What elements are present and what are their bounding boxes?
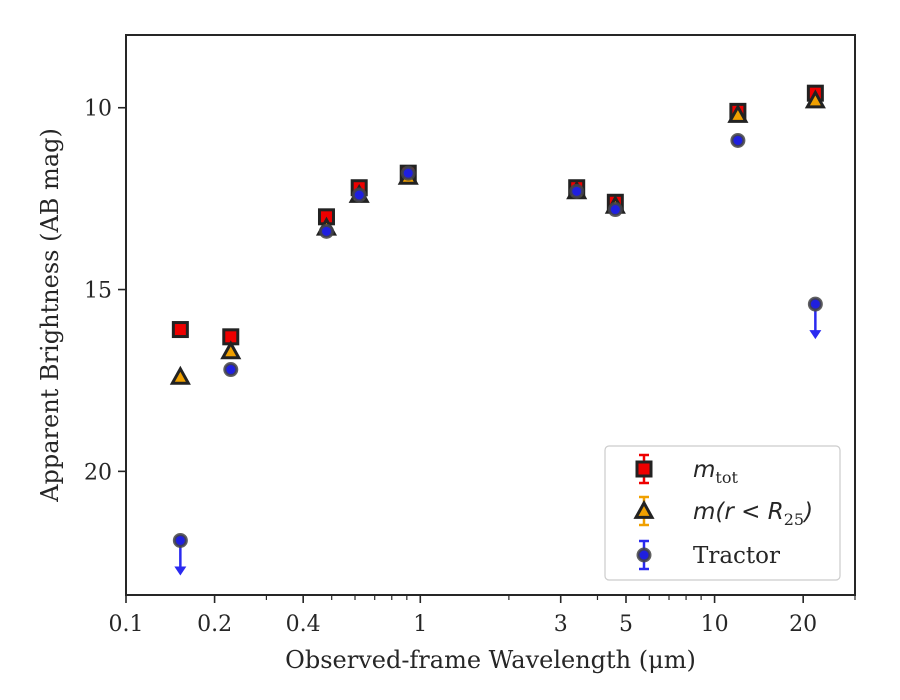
x-tick-label: 1	[413, 612, 427, 637]
x-axis-title: Observed-frame Wavelength (μm)	[285, 646, 696, 674]
data-point	[569, 183, 585, 199]
data-point	[400, 165, 416, 181]
legend: mtot m(r < R25) Tractor	[604, 445, 841, 581]
y-tick-label: 20	[84, 460, 112, 485]
x-tick-label: 0.1	[109, 612, 144, 637]
series-triangle	[169, 89, 826, 385]
legend-entry: mtot	[635, 453, 738, 487]
plot-frame	[125, 34, 856, 596]
y-tick-label: 15	[84, 279, 112, 304]
x-tick-label: 5	[619, 612, 633, 637]
x-tick-label: 0.2	[197, 612, 232, 637]
data-point	[727, 103, 749, 123]
plot-area	[169, 84, 826, 576]
y-tick-label: 10	[84, 97, 112, 122]
data-point	[607, 202, 623, 218]
legend-label: mtot	[693, 457, 738, 487]
x-tick-label: 3	[554, 612, 568, 637]
legend-label: Tractor	[693, 543, 780, 569]
data-point	[351, 187, 367, 203]
data-point	[220, 340, 242, 360]
data-point	[169, 365, 191, 385]
y-axis-title: Apparent Brightness (AB mag)	[36, 128, 64, 503]
series-circle	[172, 132, 823, 576]
data-point	[223, 362, 239, 378]
x-tick-label: 20	[789, 612, 817, 637]
legend-marker	[636, 547, 652, 563]
data-point	[807, 296, 823, 312]
data-point	[730, 132, 746, 148]
legend-entry: Tractor	[636, 539, 780, 571]
series-square	[171, 84, 824, 346]
legend-box	[604, 445, 841, 581]
data-point	[318, 223, 334, 239]
legend-marker	[633, 499, 655, 519]
x-tick-label: 0.4	[286, 612, 321, 637]
data-point	[172, 532, 188, 548]
legend-label: m(r < R25)	[693, 499, 813, 529]
data-point	[804, 89, 826, 109]
legend-marker	[635, 460, 653, 478]
data-point	[171, 321, 189, 339]
upper-limit-head	[174, 566, 187, 576]
upper-limit-head	[809, 330, 822, 340]
axes: 0.1 0.2 0.4 1 3 5 10 20 10 15 20	[84, 34, 856, 637]
x-tick-label: 10	[701, 612, 729, 637]
legend-entry: m(r < R25)	[633, 495, 813, 529]
